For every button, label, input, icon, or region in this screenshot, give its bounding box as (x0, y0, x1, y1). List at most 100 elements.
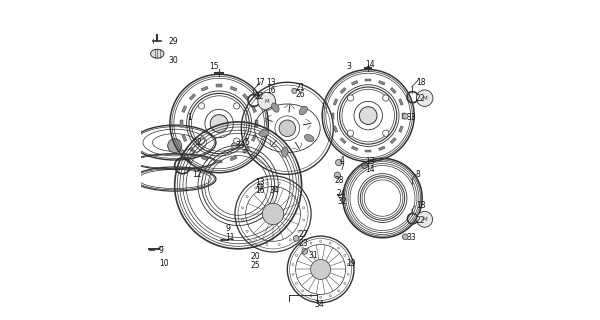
Circle shape (292, 273, 294, 275)
Text: 8: 8 (416, 170, 421, 179)
Ellipse shape (299, 106, 307, 115)
Circle shape (311, 260, 331, 279)
Circle shape (168, 139, 182, 153)
Circle shape (266, 182, 268, 184)
Circle shape (383, 95, 389, 101)
Circle shape (302, 247, 304, 249)
Text: 15: 15 (209, 62, 219, 71)
Circle shape (295, 283, 298, 284)
Text: M: M (422, 96, 427, 101)
Text: 19: 19 (346, 259, 356, 268)
Circle shape (347, 264, 349, 266)
Text: 28: 28 (335, 176, 344, 185)
Text: 7: 7 (340, 164, 344, 172)
Text: 26: 26 (295, 91, 305, 100)
Text: 31: 31 (308, 251, 317, 260)
Text: 33: 33 (406, 233, 416, 242)
FancyBboxPatch shape (242, 147, 249, 153)
Text: 14: 14 (365, 60, 374, 69)
Circle shape (199, 103, 205, 109)
FancyBboxPatch shape (182, 106, 187, 113)
Circle shape (320, 240, 322, 243)
Circle shape (347, 130, 354, 136)
Circle shape (289, 239, 292, 241)
FancyBboxPatch shape (230, 156, 237, 161)
FancyBboxPatch shape (352, 146, 358, 151)
Circle shape (292, 264, 294, 266)
Circle shape (417, 212, 433, 227)
Text: 33: 33 (406, 113, 416, 122)
Circle shape (403, 113, 408, 119)
Circle shape (320, 296, 322, 299)
Circle shape (383, 130, 389, 136)
Circle shape (279, 120, 296, 137)
Text: 18: 18 (416, 202, 425, 211)
Circle shape (403, 234, 408, 240)
FancyBboxPatch shape (251, 134, 256, 141)
Circle shape (302, 290, 304, 292)
Circle shape (416, 90, 433, 106)
Circle shape (246, 230, 248, 232)
Text: 13: 13 (365, 157, 374, 166)
Text: 33: 33 (235, 141, 245, 150)
Circle shape (293, 236, 299, 241)
FancyBboxPatch shape (256, 120, 258, 127)
FancyBboxPatch shape (230, 86, 237, 91)
Text: 3: 3 (346, 62, 351, 71)
Circle shape (335, 159, 342, 166)
Text: 21: 21 (295, 83, 305, 92)
Circle shape (362, 163, 367, 169)
Text: 27: 27 (298, 230, 308, 239)
Text: M: M (422, 217, 427, 222)
Text: 4: 4 (340, 156, 344, 164)
Circle shape (233, 103, 240, 109)
Text: 13: 13 (256, 178, 265, 187)
Text: 24: 24 (337, 189, 346, 198)
Circle shape (254, 239, 257, 241)
Circle shape (289, 187, 292, 189)
Circle shape (258, 92, 275, 110)
FancyBboxPatch shape (201, 156, 208, 161)
Circle shape (359, 107, 377, 124)
Circle shape (347, 95, 354, 101)
Circle shape (246, 196, 248, 198)
Text: 29: 29 (169, 36, 178, 45)
Circle shape (295, 254, 298, 256)
Text: 2: 2 (197, 138, 202, 147)
FancyBboxPatch shape (340, 138, 346, 144)
FancyBboxPatch shape (365, 150, 371, 152)
FancyBboxPatch shape (189, 147, 196, 153)
Ellipse shape (281, 147, 288, 157)
FancyBboxPatch shape (216, 160, 223, 163)
Text: 16: 16 (256, 186, 265, 195)
Text: M: M (265, 99, 269, 104)
Text: 10: 10 (159, 259, 169, 268)
FancyBboxPatch shape (332, 113, 334, 119)
FancyBboxPatch shape (340, 88, 346, 93)
FancyBboxPatch shape (352, 81, 358, 85)
Circle shape (241, 219, 244, 221)
Text: 30: 30 (169, 56, 178, 65)
Circle shape (329, 295, 331, 297)
Text: 22: 22 (416, 94, 425, 103)
FancyBboxPatch shape (379, 81, 385, 85)
Circle shape (310, 295, 312, 297)
Circle shape (278, 244, 280, 246)
Circle shape (262, 203, 284, 225)
Ellipse shape (304, 134, 314, 141)
FancyBboxPatch shape (216, 84, 223, 87)
Circle shape (292, 88, 297, 93)
Circle shape (334, 172, 341, 178)
Circle shape (338, 290, 340, 292)
Circle shape (344, 283, 346, 284)
Circle shape (310, 242, 312, 244)
Circle shape (344, 254, 346, 256)
Text: 14: 14 (365, 165, 374, 174)
Text: 22: 22 (254, 92, 263, 101)
Text: 34: 34 (270, 186, 280, 195)
Circle shape (232, 143, 237, 148)
FancyBboxPatch shape (201, 86, 208, 91)
Circle shape (302, 249, 308, 254)
Circle shape (329, 242, 331, 244)
FancyBboxPatch shape (379, 146, 385, 151)
